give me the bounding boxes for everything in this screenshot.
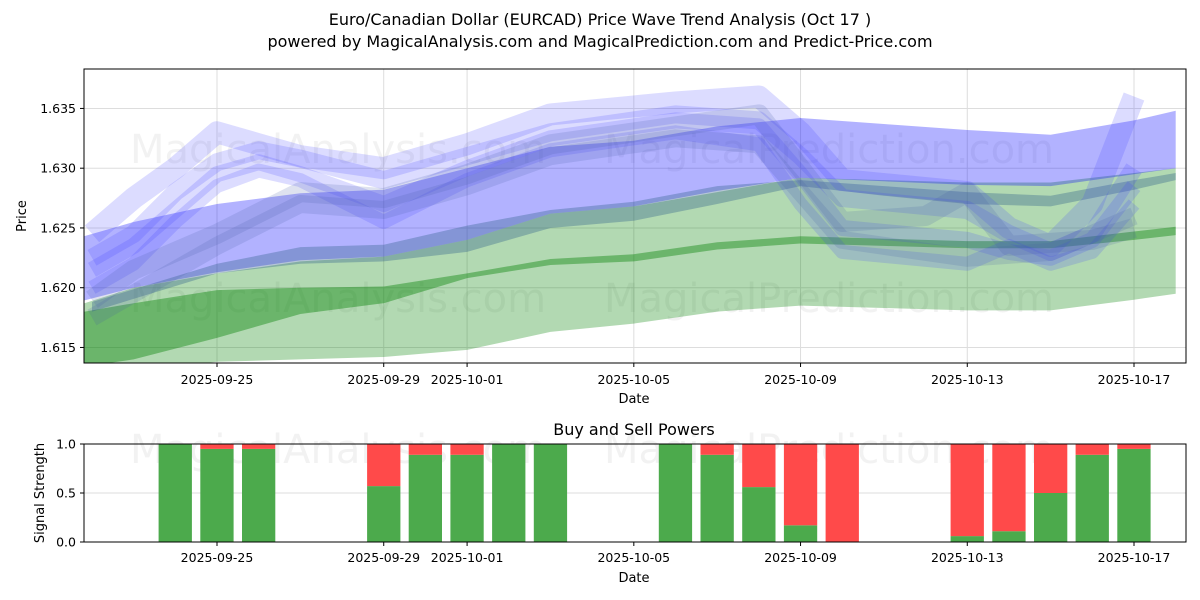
buy-bar bbox=[1075, 454, 1109, 542]
y-tick-label: 1.620 bbox=[40, 280, 76, 295]
buy-bar bbox=[533, 444, 568, 542]
wave-line bbox=[87, 129, 1138, 326]
wave-line bbox=[84, 85, 1145, 257]
chart-title: Euro/Canadian Dollar (EURCAD) Price Wave… bbox=[328, 10, 872, 29]
buy-bar bbox=[408, 454, 442, 542]
buy-bar bbox=[242, 448, 276, 542]
main-watermarks: MagicalAnalysis.com MagicalPrediction.co… bbox=[130, 127, 1054, 322]
sell-bar bbox=[742, 444, 776, 488]
x-tick-label: 2025-10-09 bbox=[764, 372, 837, 387]
wave-line bbox=[87, 105, 1142, 266]
main-axes-frame bbox=[83, 68, 1187, 364]
sell-bar bbox=[242, 444, 276, 449]
buy-sell-title: Buy and Sell Powers bbox=[553, 420, 715, 439]
sell-bar bbox=[1034, 444, 1068, 493]
sell-bar bbox=[783, 444, 818, 526]
x-tick-label: 2025-10-09 bbox=[764, 550, 837, 565]
sell-bar bbox=[200, 444, 234, 449]
buy-bar bbox=[367, 486, 401, 542]
buy-bar bbox=[1117, 448, 1151, 542]
main-grid bbox=[84, 69, 1186, 363]
waves bbox=[84, 85, 1145, 326]
buy-bar bbox=[742, 487, 776, 542]
x-tick-label: 2025-10-05 bbox=[597, 550, 670, 565]
main-y-ticks: 1.615 1.620 1.625 1.630 1.635 bbox=[40, 101, 84, 355]
buy-bar bbox=[950, 536, 984, 542]
x-tick-label: 2025-09-25 bbox=[181, 550, 254, 565]
watermark: MagicalPrediction.com bbox=[604, 276, 1054, 322]
buy-bar bbox=[1034, 493, 1068, 542]
x-tick-label: 2025-10-13 bbox=[931, 550, 1004, 565]
x-tick-label: 2025-10-01 bbox=[431, 372, 504, 387]
sell-bar bbox=[367, 444, 401, 487]
buy-sell-bars bbox=[158, 444, 1151, 542]
buy-bar bbox=[700, 454, 734, 542]
y-tick-label: 0.5 bbox=[56, 486, 76, 501]
bottom-x-axis-label: Date bbox=[618, 571, 649, 586]
wave-line bbox=[88, 112, 1141, 277]
x-axis-label: Date bbox=[618, 392, 649, 407]
y-tick-label: 0.0 bbox=[56, 535, 76, 550]
bottom-x-ticks: 2025-09-25 2025-09-29 2025-10-01 2025-10-05… bbox=[181, 542, 1171, 565]
sell-bar bbox=[950, 444, 984, 537]
main-x-ticks: 2025-09-25 2025-09-29 2025-10-01 2025-10-05… bbox=[181, 363, 1171, 387]
sell-bar bbox=[1075, 444, 1109, 455]
x-tick-label: 2025-09-29 bbox=[347, 372, 420, 387]
sell-bar bbox=[825, 444, 859, 542]
buy-bar bbox=[450, 454, 484, 542]
green-mid-band bbox=[84, 226, 1176, 363]
y-axis-label: Price bbox=[15, 200, 30, 232]
x-tick-label: 2025-10-01 bbox=[431, 550, 504, 565]
y-tick-label: 1.625 bbox=[40, 220, 76, 235]
x-tick-label: 2025-10-05 bbox=[597, 372, 670, 387]
chart-subtitle: powered by MagicalAnalysis.com and Magic… bbox=[267, 32, 933, 51]
bottom-y-ticks: 0.0 0.5 1.0 bbox=[56, 437, 84, 550]
sell-bar bbox=[408, 444, 442, 455]
wave-line bbox=[88, 125, 1140, 294]
buy-bar bbox=[492, 444, 526, 542]
x-tick-label: 2025-10-17 bbox=[1098, 372, 1171, 387]
wave-line bbox=[86, 104, 1137, 308]
y-tick-label: 1.615 bbox=[40, 340, 76, 355]
watermark: MagicalAnalysis.com bbox=[130, 276, 546, 322]
bands bbox=[84, 110, 1176, 363]
y-tick-label: 1.630 bbox=[40, 161, 76, 176]
green-wide-band bbox=[84, 168, 1176, 363]
x-tick-label: 2025-09-25 bbox=[181, 372, 254, 387]
x-tick-label: 2025-10-17 bbox=[1098, 550, 1171, 565]
y-tick-label: 1.635 bbox=[40, 101, 76, 116]
x-tick-label: 2025-10-13 bbox=[931, 372, 1004, 387]
bottom-y-axis-label: Signal Strength bbox=[33, 443, 48, 543]
buy-bar bbox=[992, 531, 1026, 542]
buy-bar bbox=[158, 444, 192, 542]
buy-bar bbox=[200, 448, 234, 542]
buy-bar bbox=[783, 525, 818, 542]
x-tick-label: 2025-09-29 bbox=[347, 550, 420, 565]
sell-bar bbox=[450, 444, 484, 455]
watermark: MagicalPrediction.com bbox=[604, 127, 1054, 173]
blue-wide-band bbox=[84, 110, 1176, 301]
y-tick-label: 1.0 bbox=[56, 437, 76, 452]
sell-bar bbox=[700, 444, 734, 455]
sell-bar bbox=[1117, 444, 1151, 449]
buy-bar bbox=[658, 444, 693, 542]
sell-bar bbox=[992, 444, 1026, 532]
watermark: MagicalAnalysis.com bbox=[130, 127, 546, 173]
